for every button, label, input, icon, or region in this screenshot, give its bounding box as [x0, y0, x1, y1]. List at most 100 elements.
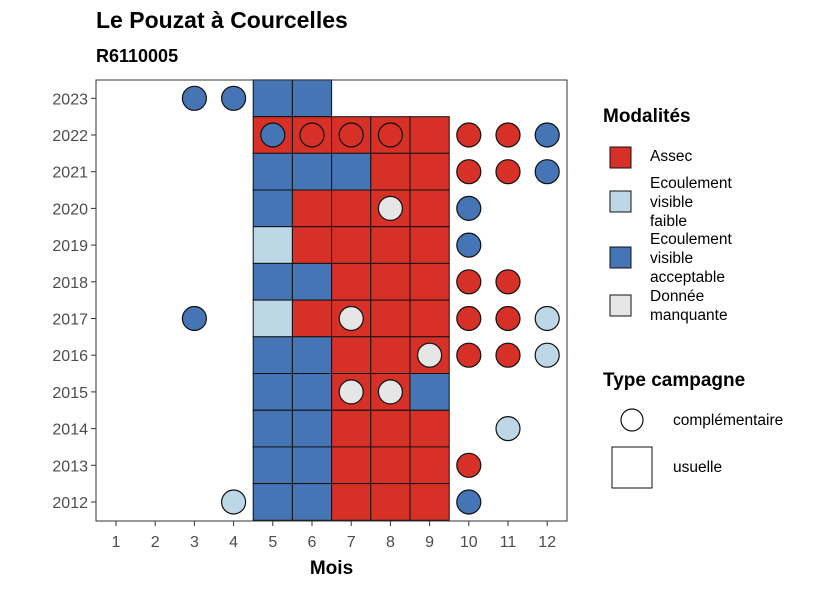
- complementaire-point-2012-10: [456, 489, 482, 515]
- legend-label-acceptable-line: visible: [650, 250, 694, 267]
- usuelle-cell-2014-6: [291, 409, 333, 448]
- legend-key-assec: [609, 146, 632, 169]
- usuelle-cell-2018-8: [370, 262, 411, 301]
- usuelle-cell-2017-6: [291, 299, 333, 338]
- x-tick-label-8: 8: [386, 534, 395, 551]
- usuelle-cell-2019-9: [409, 226, 450, 264]
- usuelle-cell-2016-7: [331, 336, 372, 374]
- complementaire-point-2013-10: [456, 452, 482, 478]
- chart-subtitle: R6110005: [96, 46, 179, 66]
- legend-label-faible-line: Ecoulement: [650, 175, 732, 192]
- complementaire-point-2021-10: [456, 159, 482, 185]
- x-tick-label-11: 11: [500, 534, 517, 551]
- x-tick-label-7: 7: [347, 534, 356, 551]
- complementaire-point-2022-7: [338, 122, 364, 148]
- usuelle-cell-2014-9: [409, 409, 450, 448]
- x-tick-label-2: 2: [151, 534, 160, 551]
- usuelle-cell-2017-9: [409, 299, 450, 338]
- complementaire-point-2017-10: [456, 305, 482, 332]
- usuelle-cell-2018-6: [291, 262, 333, 301]
- y-tick-label-2017: 2017: [52, 312, 88, 329]
- legend-label-complementaire: complémentaire: [673, 412, 784, 429]
- complementaire-point-2018-10: [456, 269, 482, 295]
- legend-key-complementaire: [620, 408, 644, 432]
- complementaire-point-2017-12: [534, 305, 560, 332]
- usuelle-cell-2018-5: [252, 262, 293, 301]
- y-tick-label-2012: 2012: [52, 495, 88, 512]
- usuelle-cell-2020-7: [331, 189, 372, 228]
- complementaire-point-2017-7: [338, 305, 364, 332]
- legend-label-usuelle: usuelle: [673, 459, 723, 476]
- usuelle-cell-2019-6: [291, 226, 333, 264]
- usuelle-cell-2013-7: [331, 446, 372, 485]
- complementaire-point-2022-10: [456, 122, 482, 148]
- usuelle-cell-2020-9: [409, 189, 450, 228]
- usuelle-cell-2019-5: [252, 226, 293, 264]
- x-tick-label-4: 4: [229, 534, 238, 551]
- legend-label-faible-line: faible: [650, 213, 688, 230]
- usuelle-cell-2021-8: [370, 152, 411, 191]
- legend-label-acceptable-line: acceptable: [650, 269, 725, 286]
- usuelle-cell-2015-5: [252, 373, 293, 411]
- complementaire-point-2021-12: [534, 159, 560, 185]
- usuelle-cell-2023-5: [252, 79, 293, 118]
- legend-label-assec: Assec: [650, 147, 692, 166]
- complementaire-point-2016-10: [456, 342, 482, 368]
- complementaire-point-2022-8: [377, 122, 403, 148]
- x-tick-label-6: 6: [308, 534, 317, 551]
- complementaire-points-layer: [181, 85, 560, 515]
- usuelle-cell-2020-6: [291, 189, 333, 228]
- usuelle-cell-2012-7: [331, 483, 372, 521]
- usuelle-cell-2023-6: [291, 79, 333, 118]
- y-tick-label-2020: 2020: [52, 201, 88, 218]
- usuelle-cell-2017-5: [252, 299, 293, 338]
- y-tick-label-2018: 2018: [52, 275, 88, 292]
- usuelle-cell-2021-6: [291, 152, 333, 191]
- complementaire-point-2020-10: [456, 195, 482, 221]
- legend-layer: [609, 146, 653, 489]
- usuelle-cell-2014-5: [252, 409, 293, 448]
- usuelle-cell-2016-5: [252, 336, 293, 374]
- y-tick-label-2019: 2019: [52, 238, 88, 255]
- usuelle-cell-2016-6: [291, 336, 333, 374]
- legend-label-manquante: Donnée manquante: [650, 287, 728, 325]
- usuelle-cell-2016-8: [370, 336, 411, 374]
- complementaire-point-2016-9: [417, 342, 443, 368]
- usuelle-cell-2013-5: [252, 446, 293, 485]
- y-tick-label-2015: 2015: [52, 385, 88, 402]
- legend-label-manquante-line: Donnée: [650, 288, 705, 305]
- legend-title-type-campagne: Type campagne: [603, 370, 746, 391]
- legend-label-acceptable: Ecoulement visible acceptable: [650, 230, 732, 287]
- usuelle-cells-layer: [252, 79, 450, 521]
- complementaire-point-2021-11: [495, 159, 521, 185]
- usuelle-cell-2017-8: [370, 299, 411, 338]
- x-tick-label-10: 10: [460, 534, 478, 551]
- usuelle-cell-2013-6: [291, 446, 333, 485]
- y-tick-label-2023: 2023: [52, 91, 88, 108]
- complementaire-point-2022-5: [260, 122, 286, 148]
- axes-layer: 1 2 3 4 5 6 7 8 9 10 11 122012201320142015201620172…: [52, 91, 556, 551]
- usuelle-cell-2020-5: [252, 189, 293, 228]
- usuelle-cell-2021-9: [409, 152, 450, 191]
- legend-label-acceptable-line: Ecoulement: [650, 231, 732, 248]
- legend-key-faible: [609, 190, 632, 213]
- complementaire-point-2023-4: [221, 85, 247, 111]
- y-tick-label-2022: 2022: [52, 128, 88, 145]
- usuelle-cell-2022-9: [409, 116, 450, 154]
- usuelle-cell-2018-7: [331, 262, 372, 301]
- usuelle-cell-2015-6: [291, 373, 333, 411]
- x-tick-label-3: 3: [190, 534, 199, 551]
- complementaire-point-2012-4: [221, 489, 247, 515]
- x-axis-label: Mois: [310, 558, 353, 579]
- usuelle-cell-2014-7: [331, 409, 372, 448]
- legend-key-acceptable: [609, 246, 632, 269]
- complementaire-point-2017-11: [495, 305, 521, 332]
- complementaire-point-2020-8: [377, 195, 403, 221]
- y-tick-label-2016: 2016: [52, 348, 88, 365]
- legend-label-faible-line: visible: [650, 194, 694, 211]
- y-tick-label-2021: 2021: [52, 165, 88, 182]
- complementaire-point-2022-12: [534, 122, 560, 148]
- complementaire-point-2015-8: [377, 379, 403, 405]
- legend-label-faible: Ecoulement visible faible: [650, 174, 732, 231]
